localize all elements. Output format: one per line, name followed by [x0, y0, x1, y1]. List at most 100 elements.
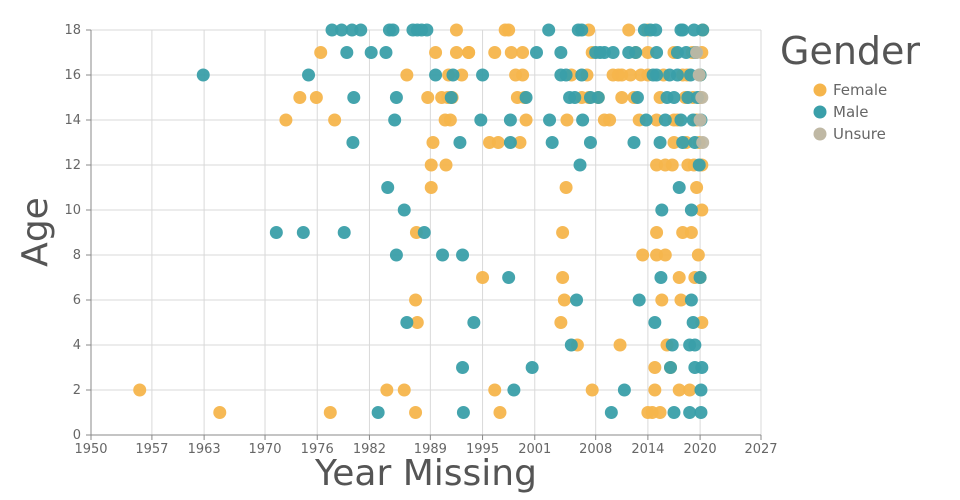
data-point [665, 338, 679, 352]
legend: Gender Female Male Unsure [780, 29, 920, 143]
data-point [629, 46, 643, 59]
data-point [653, 136, 667, 149]
data-point [683, 406, 697, 419]
y-tick-label: 12 [64, 158, 81, 173]
data-point [493, 406, 507, 419]
data-point [648, 316, 662, 329]
data-point [502, 271, 516, 284]
data-point [456, 361, 470, 374]
data-point [674, 113, 688, 127]
data-point [559, 68, 573, 82]
data-point [409, 293, 423, 307]
data-point [309, 91, 323, 104]
data-point [436, 248, 450, 262]
data-point [426, 136, 440, 149]
data-point [449, 46, 463, 59]
data-point [654, 271, 668, 284]
data-point [676, 136, 690, 149]
data-point [681, 91, 695, 104]
data-point [449, 23, 463, 37]
x-tick-label: 1963 [188, 442, 221, 457]
data-point [525, 361, 539, 374]
data-point [576, 113, 590, 127]
data-point [573, 158, 587, 172]
legend-label-female: Female [833, 81, 887, 99]
legend-marker-male [813, 105, 827, 119]
data-point [650, 226, 664, 239]
data-point [665, 158, 679, 172]
data-point [213, 406, 227, 419]
data-point [658, 248, 672, 262]
data-point [133, 383, 147, 397]
data-point [417, 226, 431, 239]
y-tick-label: 4 [73, 338, 81, 353]
data-point [672, 383, 686, 397]
data-point [516, 68, 530, 82]
axes [90, 30, 761, 436]
data-point [688, 338, 702, 352]
legend-label-male: Male [833, 103, 869, 121]
data-point [667, 406, 681, 419]
data-point [444, 91, 458, 104]
data-point [446, 68, 460, 82]
y-tick-label: 2 [73, 383, 81, 398]
data-point [696, 23, 710, 37]
data-point [443, 113, 457, 127]
data-point [314, 46, 328, 59]
data-point [340, 46, 354, 59]
data-point [613, 338, 627, 352]
legend-marker-female [813, 83, 827, 97]
data-point [695, 91, 709, 104]
data-point [695, 361, 709, 374]
data-point [670, 68, 684, 82]
data-point [456, 406, 470, 419]
data-point [560, 113, 574, 127]
y-tick-label: 6 [73, 293, 81, 308]
data-point [632, 293, 646, 307]
data-point [379, 46, 393, 59]
data-point [623, 68, 637, 82]
data-point [491, 136, 505, 149]
data-point [554, 316, 568, 329]
data-point [674, 293, 688, 307]
data-point [346, 136, 360, 149]
y-tick-label: 10 [64, 203, 81, 218]
data-point [337, 226, 351, 239]
legend-title: Gender [780, 29, 920, 73]
data-point [655, 203, 669, 217]
data-point [693, 113, 707, 127]
x-tick-label: 1976 [301, 442, 334, 457]
data-point [648, 383, 662, 397]
data-point [615, 91, 629, 104]
series-male [196, 23, 710, 419]
data-point [606, 46, 620, 59]
data-point [695, 203, 709, 217]
data-point [694, 383, 708, 397]
x-tick-label: 1989 [414, 442, 447, 457]
data-point [684, 293, 698, 307]
data-point [564, 338, 578, 352]
data-point [420, 23, 434, 37]
data-point [364, 46, 378, 59]
data-point [617, 383, 631, 397]
x-tick-label: 2027 [744, 442, 777, 457]
data-point [293, 91, 307, 104]
data-point [462, 46, 476, 59]
x-tick-label: 2020 [684, 442, 717, 457]
data-point [568, 91, 582, 104]
data-point [513, 136, 527, 149]
data-point [692, 158, 706, 172]
data-point [559, 181, 573, 194]
data-point [400, 68, 414, 82]
data-point [386, 23, 400, 37]
data-point [692, 68, 706, 82]
data-point [557, 293, 571, 307]
data-point [325, 23, 339, 37]
data-point [328, 113, 342, 127]
data-point [686, 316, 700, 329]
data-point [696, 136, 710, 149]
data-point [429, 46, 443, 59]
legend-marker-unsure [813, 127, 827, 141]
x-tick-label: 1950 [74, 442, 107, 457]
